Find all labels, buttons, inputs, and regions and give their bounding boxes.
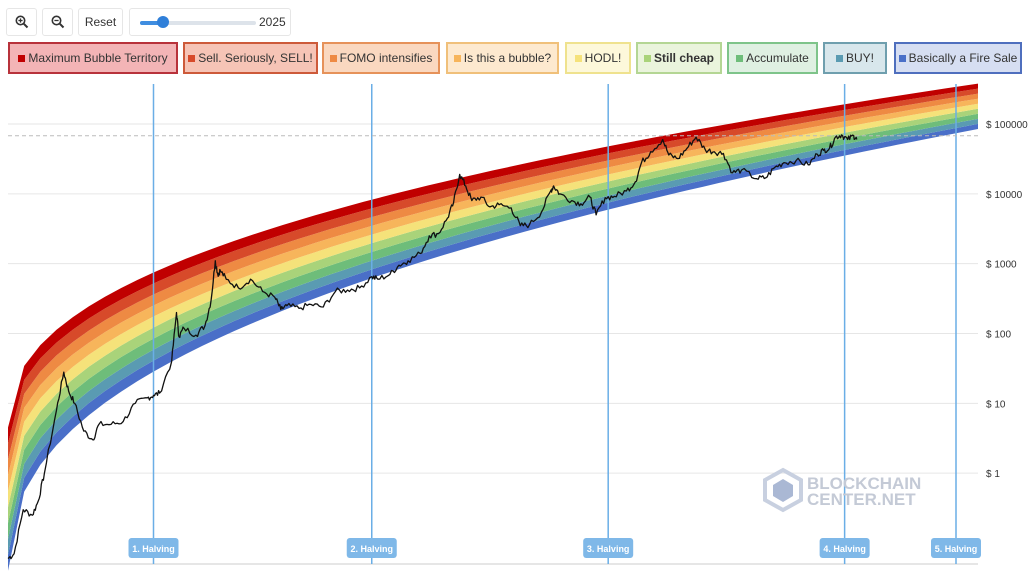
y-tick-label: $ 10 — [986, 399, 1006, 410]
y-axis: $ 1 $ 10 $ 100 $ 1000 $ 10000 $ 100000 — [986, 120, 1028, 480]
halving-labels: 1. Halving 2. Halving 3. Halving 4. Halving… — [128, 538, 981, 558]
legend-label: Basically a Fire Sale — [908, 51, 1018, 65]
legend-swatch — [188, 54, 196, 62]
zoom-out-button[interactable] — [42, 8, 73, 36]
legend-label: Sell. Seriously, SELL! — [198, 51, 313, 65]
halving-lines — [152, 84, 957, 564]
halving-label: 2. Halving — [346, 538, 397, 558]
zoom-in-button[interactable] — [6, 8, 37, 36]
legend-swatch — [574, 54, 582, 62]
halving-label: 5. Halving — [931, 538, 981, 558]
legend-swatch — [643, 54, 651, 62]
legend-item[interactable]: BUY! — [823, 42, 887, 74]
watermark: BLOCKCHAIN CENTER.NET — [763, 467, 921, 513]
halving-label: 4. Halving — [819, 538, 870, 558]
year-slider[interactable]: 2025 — [129, 8, 291, 36]
y-tick-label: $ 1000 — [986, 260, 1017, 271]
halving-label-text: 5. Halving — [935, 544, 978, 554]
legend-label: FOMO intensifies — [339, 51, 433, 65]
halving-label: 1. Halving — [128, 538, 179, 558]
legend-item[interactable]: Still cheap — [636, 42, 722, 74]
legend-item[interactable]: Sell. Seriously, SELL! — [183, 42, 318, 74]
halving-label-text: 1. Halving — [132, 544, 175, 554]
halving-label-text: 4. Halving — [823, 544, 866, 554]
toolbar: Reset 2025 — [6, 6, 292, 36]
legend-item[interactable]: Is this a bubble? — [446, 42, 559, 74]
legend-label: HODL! — [584, 51, 622, 65]
legend-swatch — [898, 54, 906, 62]
blockchain-center-logo-icon — [763, 467, 803, 513]
legend-swatch — [453, 54, 461, 62]
legend-label: Maximum Bubble Territory — [28, 51, 168, 65]
legend-item[interactable]: Basically a Fire Sale — [894, 42, 1022, 74]
legend-item[interactable]: Maximum Bubble Territory — [8, 42, 178, 74]
reset-button[interactable]: Reset — [78, 8, 123, 36]
legend-label: BUY! — [845, 51, 874, 65]
slider-handle[interactable] — [157, 16, 170, 28]
y-tick-label: $ 1 — [986, 469, 1000, 480]
legend-swatch — [329, 54, 337, 62]
slider-value: 2025 — [259, 15, 286, 29]
legend-item[interactable]: FOMO intensifies — [322, 42, 440, 74]
watermark-line2: CENTER.NET — [807, 490, 916, 509]
slider-track[interactable] — [140, 21, 256, 25]
halving-label-text: 3. Halving — [587, 544, 630, 554]
legend-label: Still cheap — [653, 51, 715, 65]
legend-label: Is this a bubble? — [463, 51, 552, 65]
legend-swatch — [835, 54, 843, 62]
zoom-out-icon — [51, 15, 64, 29]
zoom-in-icon — [15, 15, 28, 29]
watermark-line1: BLOCKCHAIN — [807, 474, 921, 493]
y-tick-label: $ 100000 — [986, 120, 1028, 131]
y-tick-label: $ 10000 — [986, 190, 1023, 201]
slider-fill — [140, 21, 164, 25]
price-series — [7, 134, 858, 560]
legend-swatch — [18, 54, 26, 62]
y-tick-label: $ 100 — [986, 330, 1011, 341]
legend-item[interactable]: HODL! — [565, 42, 631, 74]
halving-label: 3. Halving — [583, 538, 634, 558]
legend-swatch — [736, 54, 744, 62]
legend-item[interactable]: Accumulate — [727, 42, 818, 74]
legend-label: Accumulate — [746, 51, 809, 65]
price-line — [7, 134, 858, 560]
halving-label-text: 2. Halving — [350, 544, 393, 554]
